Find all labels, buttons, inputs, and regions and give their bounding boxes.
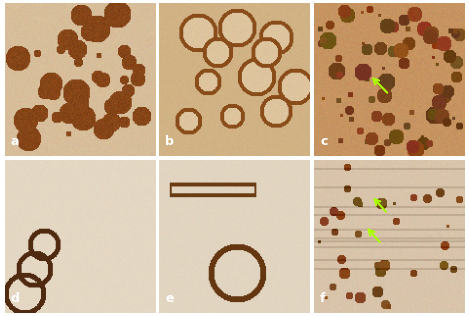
Text: c: c xyxy=(320,135,327,148)
Text: a: a xyxy=(11,135,19,148)
Text: f: f xyxy=(320,292,325,305)
Text: d: d xyxy=(11,292,20,305)
Text: b: b xyxy=(166,135,174,148)
Text: e: e xyxy=(166,292,174,305)
